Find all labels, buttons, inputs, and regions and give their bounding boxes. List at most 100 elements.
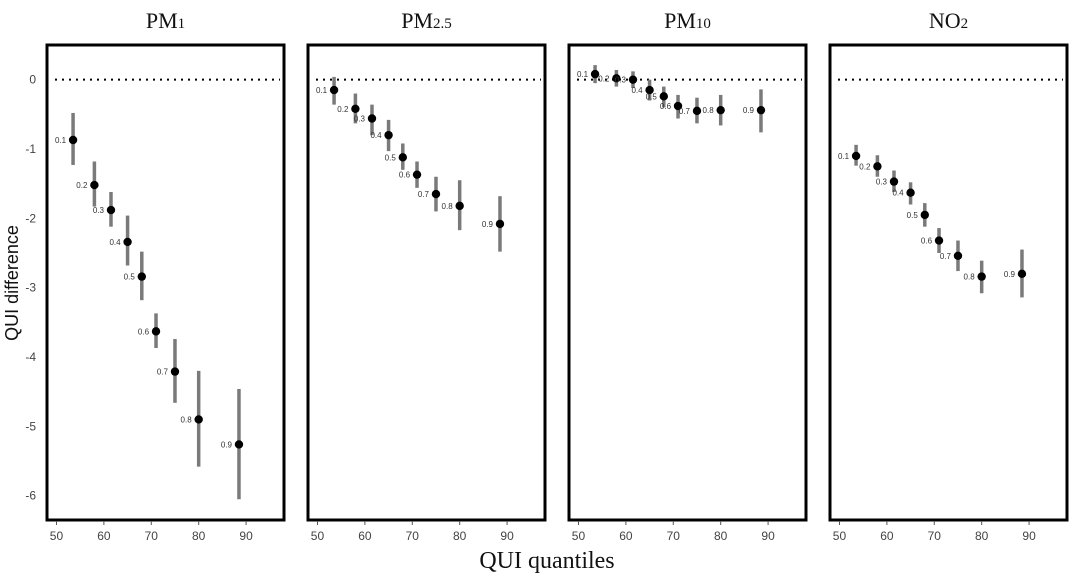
data-point — [398, 153, 407, 162]
data-point — [953, 251, 963, 261]
quantile-label: 0.1 — [316, 86, 328, 95]
quantile-label: 0.7 — [418, 190, 430, 199]
data-point — [329, 85, 339, 95]
data-point — [106, 205, 116, 215]
quantile-label: 0.9 — [743, 106, 755, 115]
x-tick-label: 90 — [761, 529, 775, 543]
x-tick-label: 90 — [1022, 529, 1036, 543]
y-tick-label: -3 — [25, 281, 36, 295]
x-tick-label: 60 — [358, 529, 372, 543]
quantile-label: 0.3 — [615, 76, 627, 85]
y-tick-label: -1 — [25, 142, 36, 156]
data-point — [431, 189, 441, 199]
x-tick-label: 60 — [880, 529, 894, 543]
quantile-label: 0.2 — [598, 74, 610, 83]
data-point — [920, 210, 929, 220]
quantile-label: 0.2 — [76, 181, 88, 190]
data-point — [68, 135, 78, 145]
x-tick-label: 70 — [145, 529, 159, 543]
quantile-label: 0.6 — [399, 171, 411, 180]
x-tick-label: 80 — [453, 529, 467, 543]
data-point — [351, 104, 360, 113]
y-tick-label: 0 — [29, 73, 36, 87]
panel-title: PM10 — [664, 8, 711, 33]
panel-title: PM1 — [146, 8, 185, 33]
panel-title: PM2.5 — [401, 8, 452, 33]
panel-pm1: PM1 50 60 70 80 90 0.1 0.2 0.3 0.4 0.5 0.6 0.7 0.8 0.9 — [45, 8, 286, 543]
x-axis-title: QUI quantiles — [479, 548, 614, 574]
data-point — [234, 440, 244, 449]
quantile-label: 0.3 — [93, 206, 105, 215]
quantile-label: 0.2 — [337, 105, 349, 114]
quantile-label: 0.8 — [442, 202, 454, 211]
x-tick-label: 50 — [311, 529, 325, 543]
quantile-label: 0.8 — [181, 415, 193, 424]
quantile-label: 0.3 — [354, 115, 366, 124]
quantile-label: 0.5 — [124, 273, 136, 282]
x-tick-label: 80 — [714, 529, 728, 543]
y-axis-title: QUI difference — [2, 225, 22, 341]
x-tick-label: 50 — [572, 529, 586, 543]
quantile-label: 0.4 — [892, 189, 904, 198]
data-point — [851, 151, 861, 161]
quantile-label: 0.1 — [55, 136, 67, 145]
data-point — [495, 219, 505, 229]
panel-title-subscript: 10 — [696, 16, 711, 32]
x-tick-label: 50 — [833, 529, 847, 543]
x-tick-label: 70 — [928, 529, 942, 543]
quantile-label: 0.5 — [646, 92, 658, 101]
data-point — [692, 106, 702, 116]
data-point — [628, 75, 638, 84]
y-tick-label: -5 — [25, 419, 36, 433]
y-tick-label: -2 — [25, 211, 36, 225]
data-point — [151, 327, 161, 336]
panel-title: NO2 — [929, 8, 968, 33]
data-point — [889, 177, 899, 186]
quantile-label: 0.9 — [221, 440, 233, 449]
quantile-label: 0.9 — [1004, 270, 1016, 279]
y-tick-label: -6 — [25, 489, 36, 503]
quantile-label: 0.8 — [964, 273, 976, 282]
panel-title-subscript: 2 — [961, 16, 969, 32]
panel-frame — [567, 43, 808, 522]
quantile-label: 0.4 — [109, 238, 121, 247]
panel-frame — [828, 43, 1069, 522]
x-tick-label: 80 — [192, 529, 206, 543]
quantile-label: 0.6 — [921, 237, 933, 246]
data-point — [412, 170, 422, 179]
data-point — [123, 237, 132, 247]
data-point — [906, 188, 915, 197]
data-point — [170, 367, 180, 376]
data-point — [367, 114, 377, 123]
panel-title-main: PM — [401, 8, 433, 33]
data-point — [90, 180, 99, 190]
x-tick-label: 70 — [667, 529, 681, 543]
quantile-label: 0.2 — [859, 162, 871, 171]
x-tick-label: 90 — [239, 529, 253, 543]
quantile-label: 0.9 — [482, 220, 494, 229]
data-point — [673, 101, 683, 111]
quantile-label: 0.7 — [940, 252, 952, 261]
data-point — [194, 415, 203, 424]
x-tick-label: 60 — [619, 529, 633, 543]
data-point — [384, 130, 393, 140]
panel-frame — [45, 43, 286, 522]
data-point — [756, 105, 766, 115]
quantile-label: 0.8 — [703, 106, 715, 115]
quantile-label: 0.7 — [157, 368, 169, 377]
data-point — [645, 85, 654, 95]
x-tick-label: 60 — [97, 529, 111, 543]
data-point — [590, 69, 600, 79]
quantile-label: 0.1 — [577, 70, 589, 79]
panel-no2: NO2 50 60 70 80 90 0.1 0.2 0.3 0.4 0.5 0.6 0.7 0.8 0.9 — [828, 8, 1069, 543]
data-point — [137, 272, 146, 281]
quantile-label: 0.6 — [138, 327, 150, 336]
quantile-label: 0.5 — [907, 211, 919, 220]
x-tick-label: 70 — [406, 529, 420, 543]
data-point — [873, 162, 882, 171]
y-tick-label: -4 — [25, 350, 36, 364]
panel-title-main: PM — [146, 8, 178, 33]
data-point — [977, 272, 986, 281]
data-point — [612, 74, 621, 83]
